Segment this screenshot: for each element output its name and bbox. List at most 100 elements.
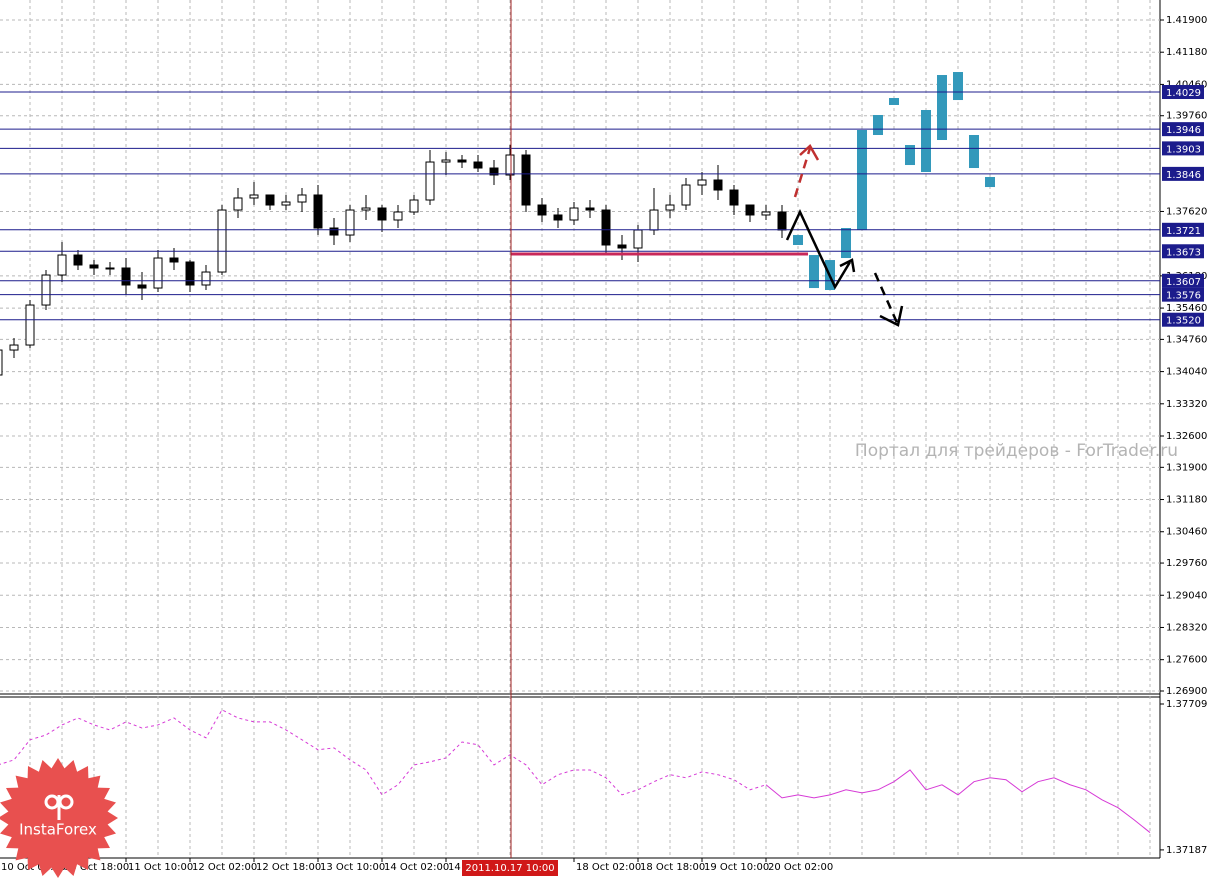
candle-body	[25, 304, 35, 346]
candle-body	[377, 207, 387, 221]
arrow-head	[839, 258, 856, 273]
candle-body	[553, 214, 563, 221]
level-label: 1.3576	[1166, 291, 1201, 302]
level-label: 1.3846	[1166, 170, 1201, 181]
candle-body	[233, 197, 243, 211]
candle-body	[361, 207, 371, 211]
candle-body	[0, 349, 3, 376]
level-label-box	[1162, 273, 1204, 288]
level-label: 1.3520	[1166, 316, 1201, 327]
logo-text: InstaForex	[19, 821, 97, 839]
candle-body	[345, 209, 355, 236]
x-tick-label: 12 Oct 18:00	[256, 862, 321, 873]
y-tick-label: 1.34040	[1166, 367, 1207, 378]
level-label-box	[1162, 312, 1204, 327]
forecast-bar	[889, 98, 899, 105]
forecast-bar	[873, 115, 883, 136]
forecast-arrow	[785, 209, 852, 290]
x-tick-label: 10 Oct 02:00	[1, 862, 66, 873]
candle-body	[153, 257, 163, 289]
forecast-bar	[809, 255, 819, 289]
candle-body	[217, 209, 227, 273]
candle-body	[201, 271, 211, 286]
candle-body	[329, 227, 339, 236]
candle-body	[489, 167, 499, 176]
y-tick-label: 1.39760	[1166, 111, 1207, 122]
forecast-bar	[841, 228, 851, 259]
x-tick-label: 12 Oct 02:00	[192, 862, 257, 873]
candle-body	[537, 204, 547, 216]
forecast-arrow	[793, 147, 812, 198]
forecast-bar	[905, 145, 915, 166]
forecast-bar	[793, 235, 803, 246]
candle-body	[281, 201, 291, 206]
forecast-arrow	[873, 272, 900, 326]
candle-body	[569, 207, 579, 221]
level-label-box	[1162, 141, 1204, 156]
y-tick-label: 1.33320	[1166, 399, 1207, 410]
candle-body	[393, 211, 403, 221]
candle-body	[745, 204, 755, 216]
forecast-bar	[937, 75, 947, 141]
forecast-bar	[921, 109, 931, 172]
y-tick-label: 1.34760	[1166, 334, 1207, 345]
level-label-box	[1162, 287, 1204, 302]
y-tick-label: 1.31180	[1166, 495, 1207, 506]
logo-icon	[44, 794, 74, 820]
y-tick-label: 1.41180	[1166, 47, 1207, 58]
indicator-line	[765, 769, 1151, 833]
y-tick-label: 1.31900	[1166, 462, 1207, 473]
candle-body	[665, 204, 675, 211]
level-label: 1.3903	[1166, 144, 1201, 155]
y-tick-label: 1.30460	[1166, 527, 1207, 538]
y-tick-label: 1.28320	[1166, 622, 1207, 633]
y-tick-label: 1.32600	[1166, 431, 1207, 442]
candle-body	[9, 344, 19, 351]
candle-body	[313, 194, 323, 229]
y-tick-label: 1.37620	[1166, 206, 1207, 217]
candle-body	[73, 254, 83, 266]
candle-body	[601, 209, 611, 246]
level-label: 1.3673	[1166, 247, 1201, 258]
level-label-box	[1162, 166, 1204, 181]
candle-body	[713, 179, 723, 191]
candle-body	[729, 189, 739, 206]
x-tick-label: 14 Oct 02:00	[384, 862, 449, 873]
candle-body	[681, 184, 691, 206]
candle-body	[633, 229, 643, 249]
x-tick-label: 10 Oct 18:00	[64, 862, 129, 873]
candle-body	[649, 209, 659, 231]
y-tick-label: 1.40460	[1166, 79, 1207, 90]
level-label: 1.4029	[1166, 88, 1201, 99]
level-label-box	[1162, 122, 1204, 137]
candle-body	[457, 159, 467, 163]
x-tick-label: 18 Oct 02:00	[576, 862, 641, 873]
candle-body	[249, 194, 259, 199]
candle-body	[297, 194, 307, 203]
cursor-label: 2011.10.17 10:00	[465, 863, 554, 874]
forecast-bar	[969, 135, 979, 169]
y-tick-label: 1.41900	[1166, 15, 1207, 26]
level-label-box	[1162, 244, 1204, 259]
candle-body	[697, 179, 707, 186]
x-tick-label: 13 Oct 10:00	[320, 862, 385, 873]
candle-body	[41, 274, 51, 306]
forecast-bar	[953, 72, 963, 101]
forecast-bar	[985, 177, 995, 188]
level-label: 1.3946	[1166, 125, 1201, 136]
y-tick-label: 1.37709	[1166, 699, 1207, 710]
watermark: Портал для трейдеров - ForTrader.ru	[855, 441, 1178, 461]
x-tick-label: 20 Oct 02:00	[768, 862, 833, 873]
candle-body	[169, 257, 179, 263]
y-tick-label: 1.37187	[1166, 845, 1207, 856]
candle-body	[585, 207, 595, 211]
cursor-label-box	[462, 860, 558, 876]
y-tick-label: 1.26900	[1166, 686, 1207, 697]
level-label: 1.3721	[1166, 226, 1201, 237]
candle-body	[521, 154, 531, 206]
arrow-head	[799, 144, 820, 161]
forecast-bar	[857, 129, 867, 231]
candle-body	[473, 161, 483, 169]
x-tick-label: 19 Oct 10:00	[704, 862, 769, 873]
